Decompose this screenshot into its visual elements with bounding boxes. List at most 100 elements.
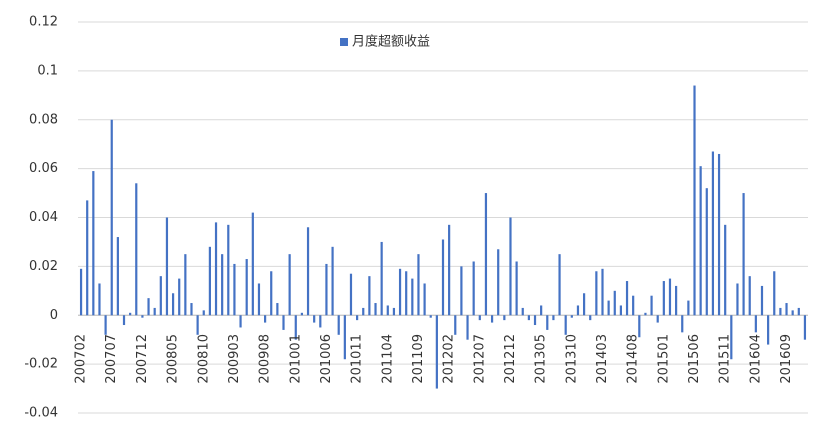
bar [546,315,549,330]
x-tick-label: 200712 [135,334,150,384]
bar [178,278,181,316]
bar [380,241,383,316]
bar [349,273,353,316]
bar [503,315,506,321]
bar [564,315,567,335]
bar [159,276,162,316]
x-tick-label: 200908 [258,334,273,384]
bar [208,246,211,316]
bar [435,315,438,389]
bar [803,315,807,340]
bar [460,266,463,316]
x-tick-label: 201212 [503,334,518,384]
bar [509,217,512,316]
bar [613,290,616,316]
bar [638,315,641,338]
bar [153,307,156,316]
bar [625,281,629,316]
bar [570,315,573,318]
bar [675,285,678,316]
bar [368,276,371,316]
bar [227,224,230,316]
bar [619,305,622,316]
bar [362,307,365,316]
x-tick-label: 201511 [718,334,733,384]
bar [147,298,150,316]
bar [717,153,721,316]
bar [214,222,218,316]
bar [405,271,408,316]
bar [417,254,420,316]
x-tick-label: 201001 [288,334,303,384]
bar [165,217,169,316]
bar [98,283,101,316]
bar [122,315,126,326]
y-tick-label: -0.04 [24,406,58,421]
y-tick-label: 0.12 [29,15,58,30]
bar [527,315,530,321]
x-tick-label: 201207 [472,334,487,384]
bar [202,310,205,316]
bar [282,315,285,330]
bar [300,312,304,316]
bar [239,315,242,328]
bar [448,224,451,316]
bar [484,193,488,316]
bar [251,212,254,316]
bar [632,295,635,316]
bar [79,268,83,316]
bar [325,263,328,316]
bar [331,246,334,316]
bar [196,315,199,335]
bar [521,307,524,316]
x-tick-label: 201408 [626,334,641,384]
bar [785,303,788,316]
bar [601,268,604,316]
x-tick-label: 201202 [442,334,457,384]
x-tick-label: 200810 [196,334,211,384]
bar [313,315,316,323]
bar [466,315,469,340]
bar [221,254,224,316]
bar [104,315,107,335]
bar [141,315,144,318]
bar [454,315,457,335]
bar [429,315,432,318]
bar [515,261,518,316]
bar [270,271,273,316]
bar [656,315,659,323]
bar [582,293,586,316]
bar [742,193,745,316]
bar [693,85,696,316]
bar [319,315,322,328]
bar [233,263,236,316]
x-tick-label: 201011 [350,334,365,384]
x-tick-label: 201310 [564,334,579,384]
bar [129,312,132,316]
bar [797,307,800,316]
bar [398,268,402,316]
bar [441,239,445,316]
x-tick-label: 200702 [74,334,89,384]
x-tick-label: 201403 [595,334,610,384]
bar [190,303,193,316]
bar [184,254,187,316]
bar [668,278,672,316]
bar [687,300,690,316]
bar [552,315,555,321]
bar [773,271,776,316]
bar [86,200,89,316]
x-tick-label: 201609 [779,334,794,384]
bar [558,254,561,316]
bar [540,305,543,316]
bar [294,315,297,340]
bar [343,315,346,360]
bar [576,305,580,316]
x-tick-label: 201506 [687,334,702,384]
bar [306,227,310,316]
bar [110,119,113,316]
bar [490,315,494,323]
bar [662,281,665,316]
bar [171,293,175,316]
x-tick-label: 200903 [227,334,242,384]
